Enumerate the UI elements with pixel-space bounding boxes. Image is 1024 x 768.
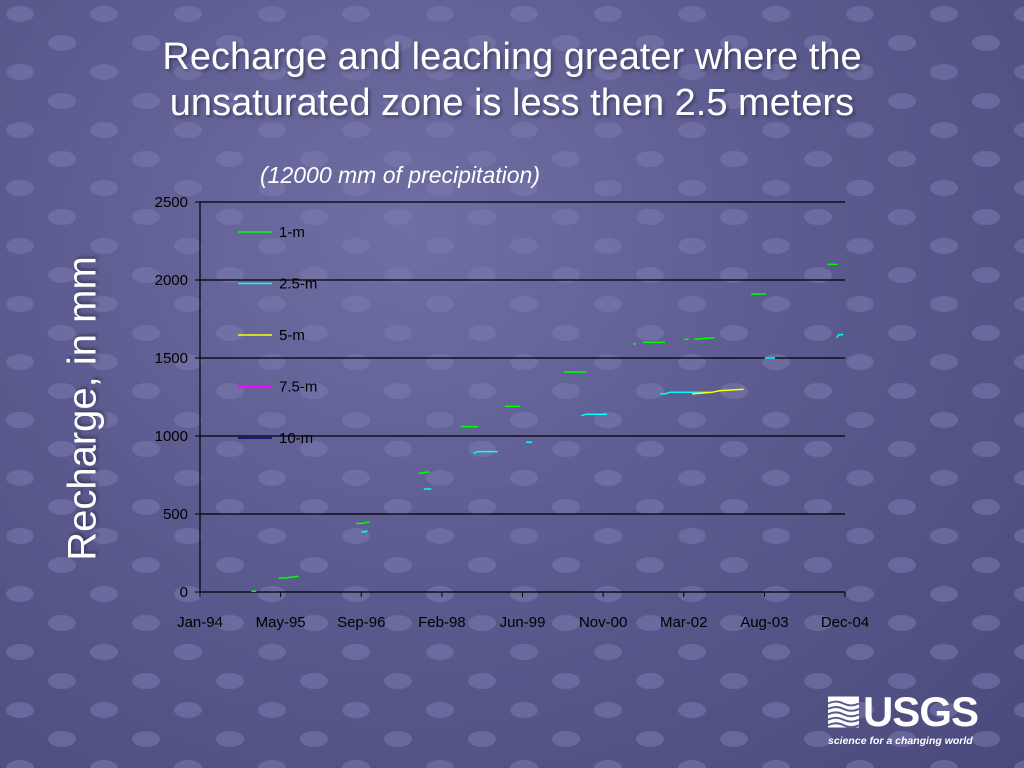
- usgs-wordmark: USGS: [862, 688, 979, 735]
- usgs-tagline: science for a changing world: [828, 735, 973, 747]
- legend-label: 7.5-m: [279, 379, 317, 396]
- slide-title-line-1: Recharge and leaching greater where the: [162, 36, 862, 78]
- legend-label: 1-m: [279, 224, 305, 241]
- legend-label: 2.5-m: [279, 276, 317, 293]
- series-line-2_5-m: [581, 413, 607, 417]
- x-tick-label: Dec-04: [821, 614, 869, 631]
- series-line-2_5-m: [361, 529, 368, 533]
- series-line-2_5-m: [473, 450, 498, 454]
- series-line-1-m: [355, 521, 370, 525]
- y-tick-label: 1000: [155, 428, 188, 445]
- series-line-1-m: [418, 471, 429, 475]
- slide-title: Recharge and leaching greater where the …: [0, 34, 1024, 126]
- y-tick-label: 1500: [155, 350, 188, 367]
- x-tick-label: Nov-00: [579, 614, 627, 631]
- x-tick-label: Jan-94: [177, 614, 223, 631]
- series-line-5-m: [692, 388, 744, 395]
- chart-subtitle: (12000 mm of precipitation): [260, 162, 540, 188]
- usgs-wave-icon: [828, 696, 859, 729]
- y-tick-label: 500: [163, 506, 188, 523]
- x-tick-label: Sep-96: [337, 614, 385, 631]
- x-tick-label: May-95: [256, 614, 306, 631]
- series-line-1-m: [278, 575, 299, 579]
- series-line-1-m: [694, 336, 715, 341]
- x-tick-label: Aug-03: [740, 614, 788, 631]
- x-tick-label: Feb-98: [418, 614, 466, 631]
- x-tick-label: Jun-99: [500, 614, 546, 631]
- y-tick-label: 2000: [155, 272, 188, 289]
- legend-label: 10-m: [279, 430, 313, 447]
- legend-label: 5-m: [279, 327, 305, 344]
- series-line-2_5-m: [660, 391, 710, 395]
- slide-title-line-2: unsaturated zone is less then 2.5 meters: [169, 82, 855, 124]
- y-tick-label: 2500: [155, 194, 188, 211]
- usgs-logo: USGS science for a changing world: [828, 688, 979, 747]
- y-tick-label: 0: [180, 584, 188, 601]
- x-tick-label: Mar-02: [660, 614, 708, 631]
- series-line-2_5-m: [836, 333, 844, 339]
